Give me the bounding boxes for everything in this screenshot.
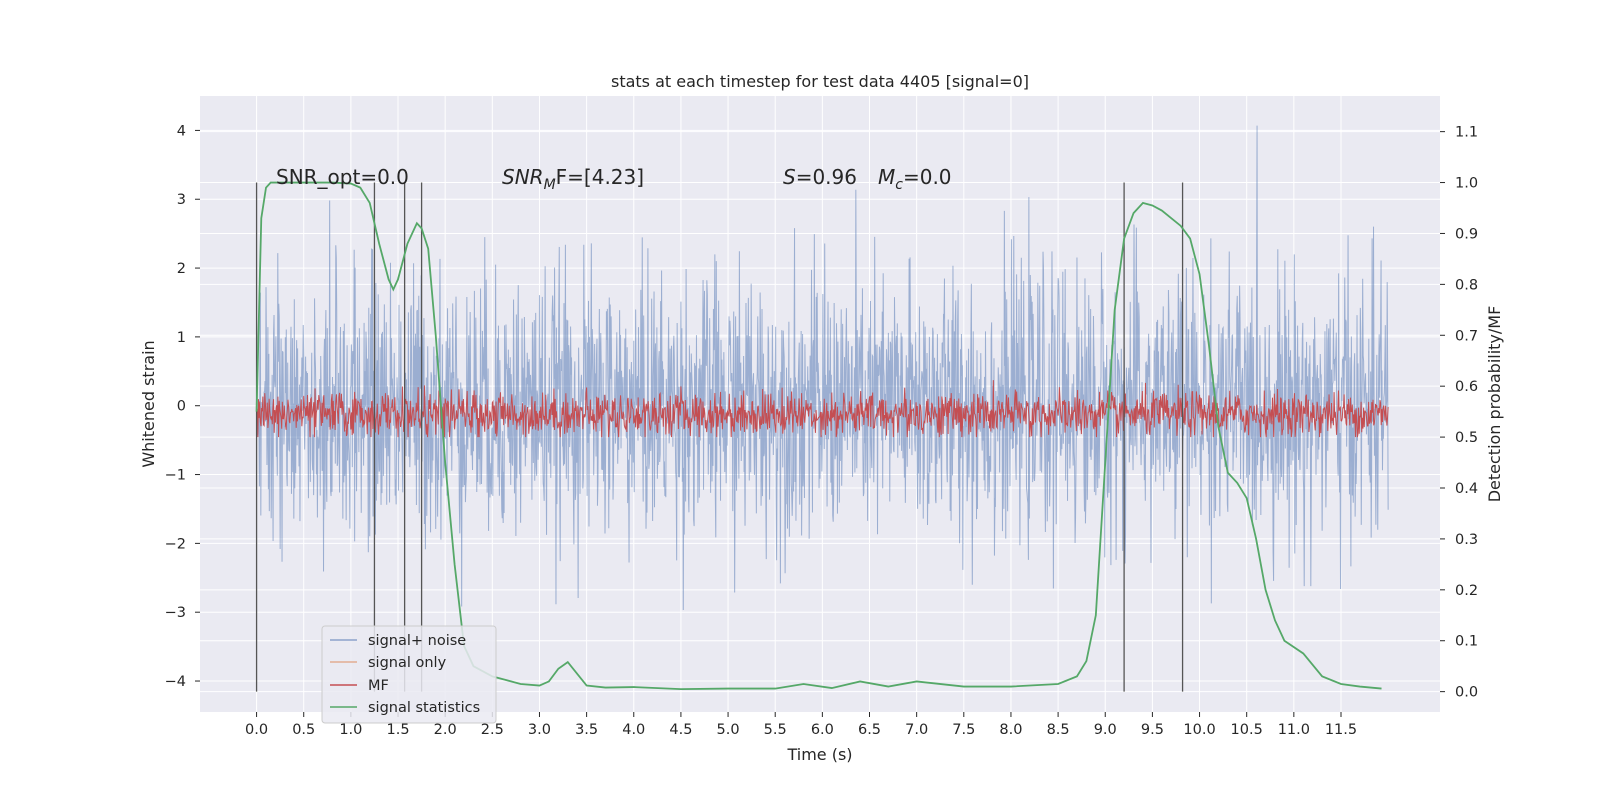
y2-tick-label: 0.7	[1455, 328, 1478, 344]
x-tick-label: 11.5	[1325, 722, 1357, 738]
series-line-mf	[256, 380, 1389, 438]
x-tick-label: 9.0	[1094, 722, 1117, 738]
x-tick-label: 4.5	[669, 722, 692, 738]
legend-label-mf: MF	[368, 678, 389, 694]
x-tick-label: 7.0	[905, 722, 928, 738]
x-tick-label: 7.5	[952, 722, 975, 738]
annotation-s-symbol: S	[783, 165, 796, 189]
y2-axis-ticks: 0.0 0.1 0.2 0.3 0.4 0.5 0.6 0.7 0.8 0.9 1.0 1.1	[1440, 125, 1478, 701]
annotation-mc-sub: c	[895, 177, 903, 193]
x-tick-label: 0.5	[292, 722, 315, 738]
y-tick-label: 2	[177, 261, 186, 277]
legend-label-signal-plus-noise: signal+ noise	[368, 633, 466, 649]
y2-axis-label: Detection probability/MF	[1485, 306, 1504, 503]
series-signal-statistics	[255, 181, 1382, 690]
x-tick-label: 1.0	[339, 722, 362, 738]
y2-tick-label: 1.1	[1455, 125, 1478, 141]
y-tick-label: 0	[177, 399, 186, 415]
x-axis-ticks: 0.0 0.5 1.0 1.5 2.0 2.5 3.0 3.5 4.0 4.5 5.0 5.5 6.0 6…	[245, 712, 1357, 738]
annotation-snr-mf: SNRMF=[4.23]	[502, 165, 644, 193]
y2-tick-label: 1.0	[1455, 176, 1478, 192]
x-tick-label: 8.0	[999, 722, 1022, 738]
y2-tick-label: 0.8	[1455, 277, 1478, 293]
y2-tick-label: 0.9	[1455, 226, 1478, 242]
x-tick-label: 8.5	[1047, 722, 1070, 738]
y2-tick-label: 0.3	[1455, 532, 1478, 548]
x-tick-label: 1.5	[386, 722, 409, 738]
chart-title: stats at each timestep for test data 440…	[611, 72, 1029, 91]
y-tick-label: −2	[165, 536, 186, 552]
annotation-s: S=0.96	[783, 165, 857, 189]
annotation-snr-mf-rest: F=[4.23]	[556, 165, 644, 189]
x-tick-label: 3.0	[528, 722, 551, 738]
x-tick-label: 4.0	[622, 722, 645, 738]
vertical-marker-lines	[255, 182, 1184, 692]
y2-tick-label: 0.4	[1455, 481, 1478, 497]
annotation-snr-opt: SNR_opt=0.0	[276, 165, 409, 189]
y-tick-label: −1	[165, 468, 186, 484]
y-axis-label: Whitened strain	[139, 340, 158, 467]
x-tick-label: 2.5	[481, 722, 504, 738]
y2-tick-label: 0.6	[1455, 379, 1478, 395]
legend-label-signal-only: signal only	[368, 655, 447, 671]
legend-box	[321, 625, 497, 724]
y-tick-label: −4	[165, 674, 186, 690]
x-tick-label: 3.5	[575, 722, 598, 738]
y2-tick-label: 0.5	[1455, 430, 1478, 446]
annotation-mc-value: =0.0	[903, 165, 952, 189]
y-axis-ticks: −4 −3 −2 −1 0 1 2 3 4	[165, 123, 200, 690]
x-tick-label: 6.5	[858, 722, 881, 738]
legend-label-signal-statistics: signal statistics	[368, 700, 480, 716]
annotation-mc-symbol: M	[878, 165, 895, 189]
x-tick-label: 10.0	[1183, 722, 1215, 738]
annotation-s-value: =0.96	[796, 165, 857, 189]
y-tick-label: 3	[177, 192, 186, 208]
annotation-snr-mf-main: SNR	[502, 165, 544, 189]
y-tick-label: −3	[165, 605, 186, 621]
legend: signal+ noise signal only MF signal stat…	[321, 625, 497, 724]
annotation-mc: Mc=0.0	[878, 165, 952, 193]
x-tick-label: 9.5	[1141, 722, 1164, 738]
x-tick-label: 0.0	[245, 722, 268, 738]
x-tick-label: 2.0	[434, 722, 457, 738]
y-tick-label: 4	[177, 123, 186, 139]
x-tick-label: 5.5	[764, 722, 787, 738]
y-tick-label: 1	[177, 330, 186, 346]
x-axis-label: Time (s)	[786, 745, 852, 764]
series-line-signal-statistics	[255, 181, 1382, 690]
y2-tick-label: 0.0	[1455, 685, 1478, 701]
annotation-snr-mf-sub: M	[544, 177, 556, 193]
x-tick-label: 11.0	[1278, 722, 1310, 738]
y2-tick-label: 0.1	[1455, 634, 1478, 650]
x-tick-label: 5.0	[717, 722, 740, 738]
x-tick-label: 10.5	[1231, 722, 1263, 738]
y2-tick-label: 0.2	[1455, 583, 1478, 599]
series-mf	[256, 380, 1389, 438]
x-tick-label: 6.0	[811, 722, 834, 738]
